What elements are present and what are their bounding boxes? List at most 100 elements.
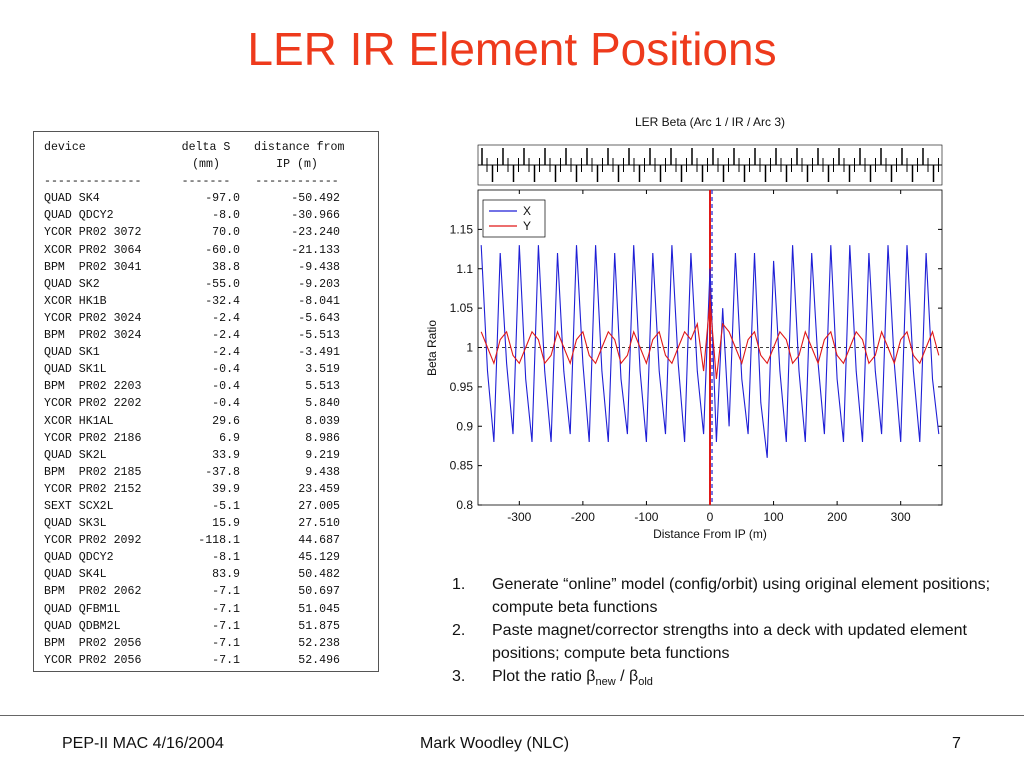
table-cell: QUAD SK1 (44, 346, 100, 360)
table-row: device delta S distance from (44, 139, 378, 156)
table-cell: -2.4 (212, 329, 240, 343)
series-line (480, 300, 940, 380)
table-cell: QUAD SK4L (44, 568, 107, 582)
y-tick-label: 0.85 (450, 459, 474, 473)
chart-title: LER Beta (Arc 1 / IR / Arc 3) (635, 115, 785, 129)
table-cell: 27.005 (298, 499, 340, 513)
table-cell: -5.513 (298, 329, 340, 343)
table-cell: BPM PR02 2203 (44, 380, 142, 394)
table-row: QUAD SK1 -2.4 -3.491 (44, 344, 378, 361)
table-row: QUAD QDCY2 -8.0 -30.966 (44, 207, 378, 224)
table-cell: 33.9 (212, 448, 240, 462)
table-cell: 15.9 (212, 517, 240, 531)
table-row: QUAD SK4 -97.0 -50.492 (44, 190, 378, 207)
table-row: BPM PR02 3041 38.8 -9.438 (44, 259, 378, 276)
table-row: (mm) IP (m) (44, 156, 378, 173)
table-cell: YCOR PR02 3024 (44, 311, 142, 325)
table-row: XCOR HK1AL 29.6 8.039 (44, 413, 378, 430)
page-number: 7 (952, 735, 961, 752)
table-cell: 39.9 (212, 482, 240, 496)
table-cell: 50.482 (298, 568, 340, 582)
x-tick-label: 300 (891, 510, 911, 524)
table-row: YCOR PR02 2092 -118.1 44.687 (44, 532, 378, 549)
table-row: BPM PR02 2056 -7.1 52.238 (44, 635, 378, 652)
footer-rule (0, 715, 1024, 716)
table-cell: XCOR HK1B (44, 294, 107, 308)
table-cell: BPM PR02 2056 (44, 636, 142, 650)
table-cell: delta S (181, 141, 231, 154)
table-cell: -2.4 (212, 311, 240, 325)
slide-title: LER IR Element Positions (247, 23, 777, 75)
table-cell: 51.875 (298, 619, 340, 633)
table-cell: QUAD SK2L (44, 448, 107, 462)
step: 1. Generate “online” model (config/orbit)… (452, 573, 1012, 619)
table-cell: -8.1 (212, 551, 240, 565)
y-axis-label: Beta Ratio (425, 320, 439, 376)
table-cell: -118.1 (198, 534, 240, 548)
table-cell: 9.438 (305, 465, 340, 479)
table-cell: 38.8 (212, 260, 240, 274)
table-cell: 6.9 (219, 431, 240, 445)
legend-label: X (523, 204, 531, 218)
table-row: BPM PR02 2203 -0.4 5.513 (44, 378, 378, 395)
table-cell: 3.519 (305, 363, 340, 377)
table-cell: (mm) (192, 158, 220, 172)
x-tick-label: 200 (827, 510, 847, 524)
table-cell: ------------ (255, 175, 339, 189)
table-row: QUAD SK4L 83.9 50.482 (44, 566, 378, 583)
table-cell: XCOR PR02 3064 (44, 243, 142, 257)
table-row: BPM PR02 2062 -7.1 50.697 (44, 583, 378, 600)
table-cell: QUAD SK1L (44, 363, 107, 377)
table-cell: 52.496 (298, 653, 340, 667)
table-cell: QUAD QDCY2 (44, 209, 114, 223)
x-tick-label: -300 (507, 510, 531, 524)
step-number: 3. (452, 668, 466, 685)
table-row: YCOR PR02 3024 -2.4 -5.643 (44, 310, 378, 327)
table-cell: -37.8 (205, 465, 240, 479)
table-cell: BPM PR02 3041 (44, 260, 142, 274)
table-cell: YCOR PR02 2152 (44, 482, 142, 496)
table-cell: -60.0 (205, 243, 240, 257)
table-cell: -9.203 (298, 277, 340, 291)
table-cell: 23.459 (298, 482, 340, 496)
footer-left: PEP-II MAC 4/16/2004 (62, 735, 224, 752)
series-line (480, 245, 940, 458)
step: 3. Plot the ratio βnew / βold (452, 665, 1012, 694)
table-cell: -50.492 (291, 192, 340, 206)
table-cell: -2.4 (212, 346, 240, 360)
table-cell: XCOR HK1AL (44, 414, 114, 428)
x-tick-label: 0 (707, 510, 714, 524)
table-cell: 8.039 (305, 414, 340, 428)
table-cell: BPM PR02 3024 (44, 329, 142, 343)
table-cell: 50.697 (298, 585, 340, 599)
table-cell: 5.513 (305, 380, 340, 394)
step-number: 1. (452, 576, 466, 593)
table-cell: -7.1 (212, 585, 240, 599)
table-row: -------------- ------- ------------ (44, 173, 378, 190)
table-cell: -97.0 (205, 192, 240, 206)
table-row: QUAD SK3L 15.9 27.510 (44, 515, 378, 532)
x-tick-label: -100 (634, 510, 658, 524)
y-tick-label: 0.95 (450, 380, 474, 394)
table-row: YCOR PR02 2186 6.9 8.986 (44, 430, 378, 447)
table-row: QUAD SK1L -0.4 3.519 (44, 361, 378, 378)
table-cell: -0.4 (212, 397, 240, 411)
table-row: YCOR PR02 3072 70.0 -23.240 (44, 224, 378, 241)
table-row: QUAD QDCY2 -8.1 45.129 (44, 549, 378, 566)
subscript: new (595, 676, 616, 689)
table-cell: -9.438 (298, 260, 340, 274)
table-cell: device (44, 141, 86, 154)
table-cell: -32.4 (205, 294, 240, 308)
table-row: QUAD QDBM2L -7.1 51.875 (44, 618, 378, 635)
x-tick-label: 100 (764, 510, 784, 524)
footer-center: Mark Woodley (NLC) (420, 735, 570, 752)
step-text: Generate “online” model (config/orbit) u… (492, 576, 991, 616)
step-text: Plot the ratio β (492, 668, 596, 685)
table-cell: 29.6 (212, 414, 240, 428)
table-cell: QUAD QDBM2L (44, 619, 121, 633)
table-cell: 45.129 (298, 551, 340, 565)
table-cell: -55.0 (205, 277, 240, 291)
table-cell: -7.1 (212, 619, 240, 633)
table-cell: SEXT SCX2L (44, 499, 114, 513)
